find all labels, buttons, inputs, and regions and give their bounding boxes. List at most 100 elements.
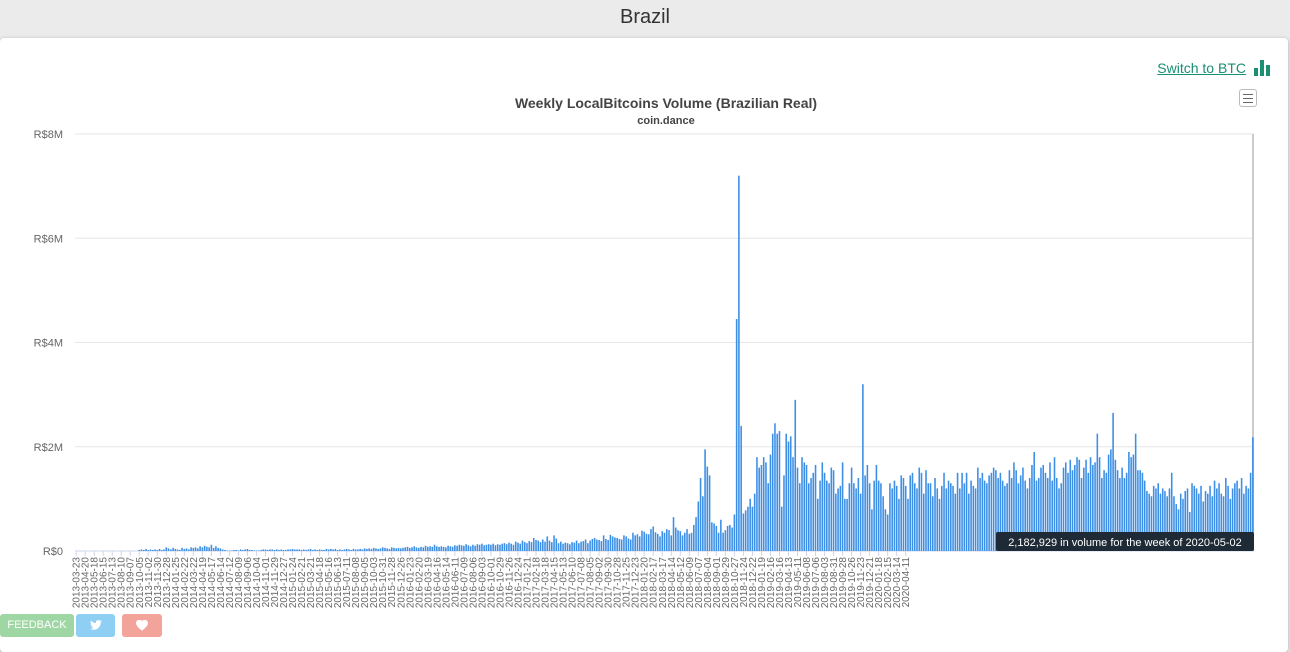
bar[interactable]: [496, 544, 499, 551]
bar[interactable]: [1152, 485, 1155, 551]
bar[interactable]: [163, 549, 165, 551]
bar[interactable]: [1073, 464, 1076, 551]
bar[interactable]: [156, 549, 159, 551]
bar[interactable]: [454, 545, 456, 551]
bar[interactable]: [303, 549, 305, 551]
bar[interactable]: [670, 535, 673, 551]
bar[interactable]: [151, 549, 154, 551]
bar[interactable]: [629, 539, 632, 551]
bar[interactable]: [1150, 496, 1153, 551]
bar[interactable]: [384, 547, 386, 551]
bar[interactable]: [1234, 483, 1236, 551]
bar[interactable]: [742, 513, 745, 551]
bar[interactable]: [855, 488, 857, 551]
bar[interactable]: [844, 498, 846, 552]
bar[interactable]: [257, 550, 260, 551]
bar[interactable]: [965, 472, 968, 551]
bar[interactable]: [519, 543, 522, 551]
bar[interactable]: [1051, 480, 1054, 551]
bar[interactable]: [149, 549, 152, 551]
bar[interactable]: [731, 527, 733, 551]
bar[interactable]: [945, 488, 948, 551]
bar[interactable]: [334, 548, 337, 551]
bar[interactable]: [1218, 483, 1220, 551]
bar[interactable]: [837, 488, 839, 551]
bar[interactable]: [1083, 467, 1085, 551]
bar[interactable]: [659, 536, 661, 551]
bar[interactable]: [983, 480, 986, 551]
bar[interactable]: [749, 498, 751, 552]
bar[interactable]: [641, 530, 643, 551]
bar[interactable]: [760, 464, 763, 551]
bar[interactable]: [900, 475, 902, 551]
bar[interactable]: [787, 441, 790, 551]
bar[interactable]: [316, 549, 319, 551]
bar[interactable]: [1031, 464, 1033, 551]
bar[interactable]: [929, 483, 932, 551]
bar[interactable]: [1170, 472, 1173, 551]
bar[interactable]: [481, 543, 483, 551]
bar[interactable]: [1013, 462, 1015, 551]
bar[interactable]: [174, 548, 177, 551]
bar[interactable]: [1019, 475, 1022, 551]
bar[interactable]: [523, 542, 526, 551]
bar[interactable]: [762, 457, 765, 551]
bar[interactable]: [505, 544, 508, 551]
bar[interactable]: [354, 549, 357, 551]
bar[interactable]: [492, 543, 494, 551]
bar[interactable]: [702, 496, 704, 551]
bar[interactable]: [674, 527, 677, 551]
bar[interactable]: [826, 480, 828, 551]
bar[interactable]: [1114, 459, 1117, 551]
bar[interactable]: [1146, 491, 1148, 551]
bar[interactable]: [1186, 488, 1189, 551]
bar[interactable]: [217, 547, 219, 551]
bar[interactable]: [478, 544, 481, 551]
bar[interactable]: [938, 498, 941, 552]
bar[interactable]: [517, 542, 519, 551]
bar[interactable]: [1164, 491, 1166, 551]
bar[interactable]: [483, 545, 485, 551]
bar[interactable]: [841, 462, 844, 551]
bar[interactable]: [440, 546, 443, 551]
bar[interactable]: [397, 547, 400, 551]
bar[interactable]: [711, 522, 713, 551]
bar[interactable]: [645, 533, 648, 551]
bar[interactable]: [1249, 472, 1252, 551]
bar[interactable]: [776, 433, 779, 551]
bar[interactable]: [541, 539, 544, 551]
bar[interactable]: [1058, 488, 1060, 551]
bar[interactable]: [1148, 493, 1150, 551]
bars[interactable]: [138, 134, 1254, 552]
bar[interactable]: [472, 544, 474, 551]
bar[interactable]: [318, 549, 321, 551]
bar[interactable]: [557, 543, 560, 551]
bar[interactable]: [395, 548, 398, 551]
bar[interactable]: [1200, 485, 1202, 551]
bar[interactable]: [251, 549, 253, 551]
bar[interactable]: [1053, 457, 1056, 551]
bar[interactable]: [1026, 488, 1029, 551]
bar[interactable]: [814, 464, 817, 551]
bar[interactable]: [415, 547, 418, 551]
bar[interactable]: [188, 549, 190, 551]
bar[interactable]: [684, 532, 686, 551]
bar[interactable]: [931, 496, 934, 551]
bar[interactable]: [1220, 493, 1223, 551]
bar[interactable]: [539, 542, 542, 551]
bar[interactable]: [309, 548, 312, 551]
bar[interactable]: [345, 548, 348, 551]
bar[interactable]: [918, 467, 921, 551]
bar[interactable]: [992, 467, 995, 551]
bar[interactable]: [796, 467, 799, 551]
bar[interactable]: [1094, 462, 1096, 551]
bar[interactable]: [1089, 457, 1092, 551]
bar[interactable]: [1028, 478, 1031, 551]
bar[interactable]: [715, 525, 718, 551]
bar[interactable]: [1236, 480, 1238, 551]
bar[interactable]: [988, 475, 990, 551]
bar[interactable]: [724, 530, 727, 551]
bar[interactable]: [350, 549, 352, 551]
bar[interactable]: [145, 548, 147, 551]
bar[interactable]: [690, 532, 693, 551]
